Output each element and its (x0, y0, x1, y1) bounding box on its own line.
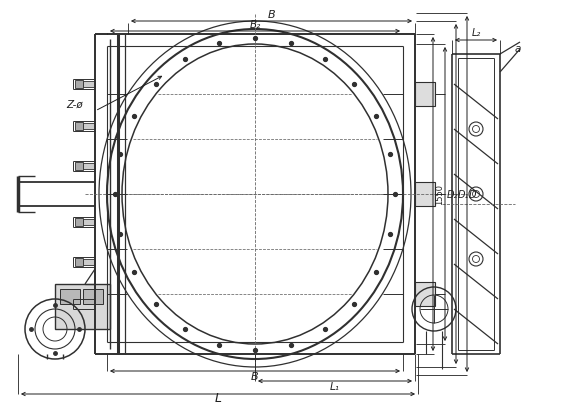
Bar (55, 284, 110, 329)
Text: 1550: 1550 (435, 184, 444, 205)
Text: L₁: L₁ (330, 381, 340, 391)
Text: B: B (268, 10, 276, 20)
Bar (83, 301, 95, 307)
Text: a: a (515, 44, 521, 54)
Text: L: L (215, 391, 222, 404)
Text: B: B (251, 371, 259, 381)
Bar (75, 81, 83, 89)
Text: D₂: D₂ (447, 190, 458, 199)
Text: D: D (469, 190, 477, 199)
Bar (83, 259, 95, 266)
Bar (75, 300, 83, 308)
Bar (60, 289, 80, 304)
Bar (83, 82, 95, 88)
Bar (83, 164, 95, 170)
Bar (415, 183, 435, 206)
Bar (83, 124, 95, 130)
Bar (75, 123, 83, 131)
Bar (415, 282, 435, 306)
Text: L₂: L₂ (472, 28, 481, 38)
Bar (75, 259, 83, 266)
Text: B₂: B₂ (249, 20, 260, 30)
Text: D₁: D₁ (458, 190, 469, 199)
Bar (75, 163, 83, 171)
Bar (83, 289, 103, 304)
Bar (83, 219, 95, 225)
Text: Z-ø: Z-ø (67, 100, 84, 110)
Bar (415, 83, 435, 107)
Bar (75, 218, 83, 226)
